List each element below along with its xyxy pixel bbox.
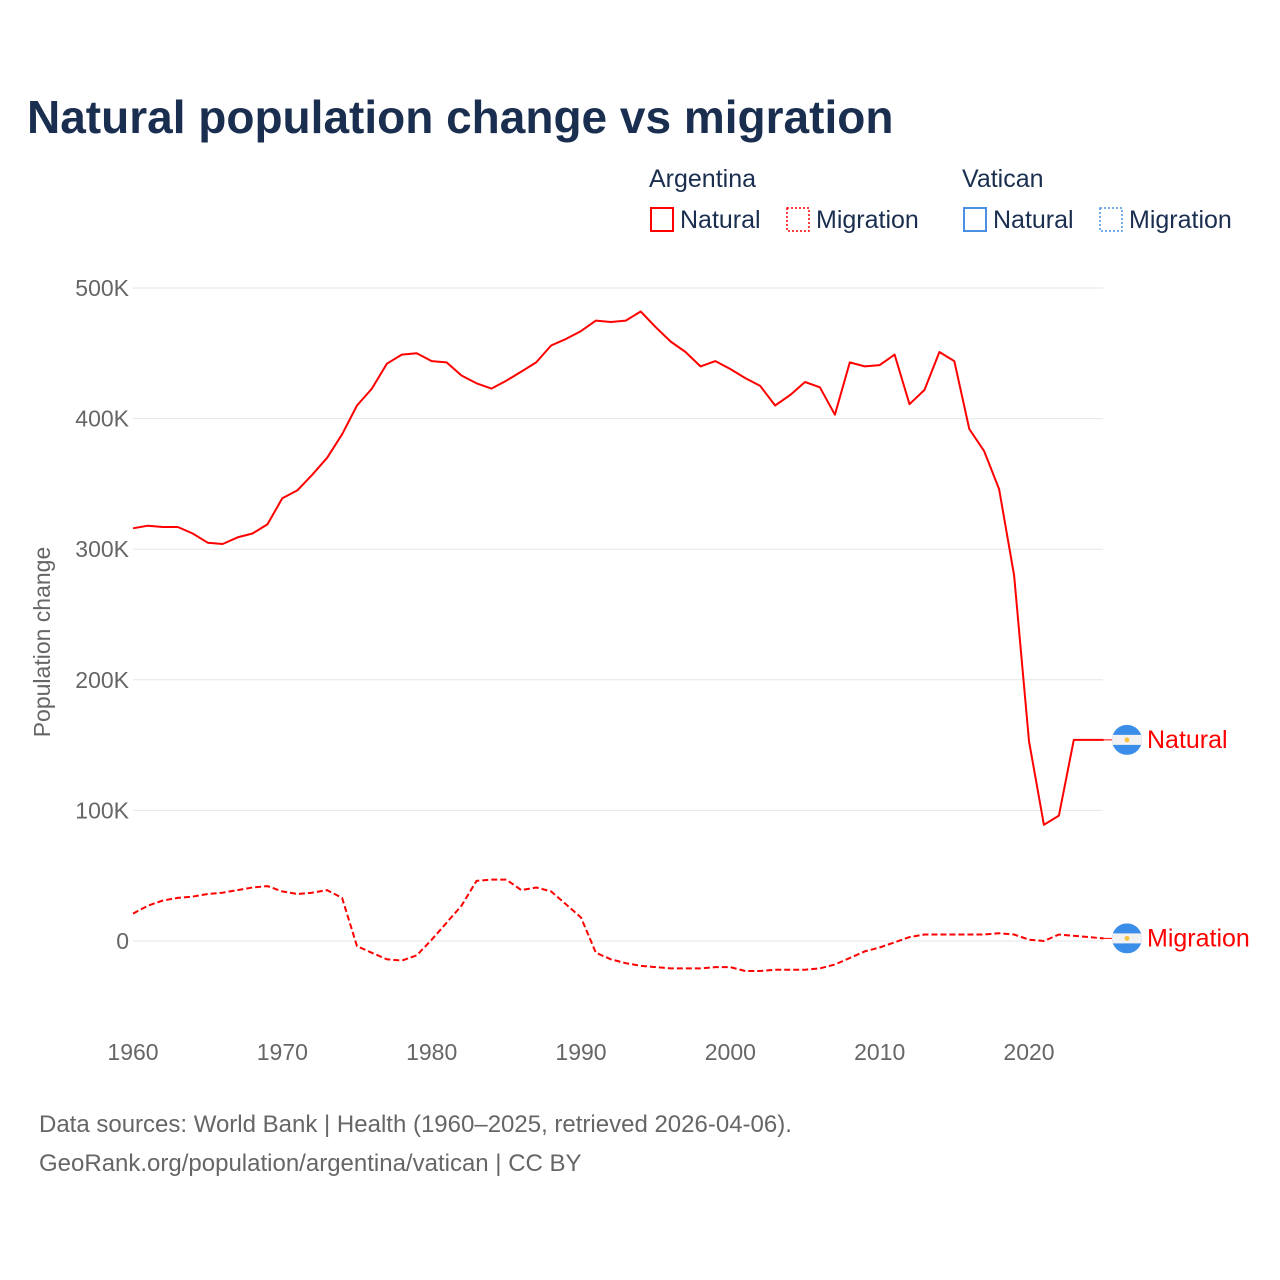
y-tick-label: 400K [75,406,129,432]
legend-swatch-vatican-natural[interactable] [963,207,987,232]
y-axis-ticks: 0 100K 200K 300K 400K 500K [75,275,129,954]
line-argentina-natural[interactable] [132,310,1104,826]
y-axis-label: Population change [29,547,55,738]
end-label-natural: Natural [1147,726,1228,754]
x-tick-label: 1970 [257,1039,308,1065]
source-line-2[interactable]: GeoRank.org/population/argentina/vatican… [39,1150,582,1177]
gridlines [133,287,1103,942]
argentina-flag-icon [1112,923,1142,954]
x-tick-label: 2020 [1003,1039,1054,1065]
legend-group-argentina: Argentina [649,165,756,193]
x-tick-label: 2000 [705,1039,756,1065]
legend-label-vatican-natural[interactable]: Natural [993,206,1074,234]
end-label-migration: Migration [1147,924,1250,952]
legend-swatch-argentina-natural[interactable] [650,207,674,232]
series-lines [132,310,1104,972]
y-tick-label: 100K [75,797,129,823]
x-tick-label: 2010 [854,1039,905,1065]
x-axis-ticks: 1960 1970 1980 1990 2000 2010 2020 [107,1039,1054,1065]
x-tick-label: 1960 [107,1039,158,1065]
y-tick-label: 0 [116,928,129,954]
legend-swatch-vatican-migration[interactable] [1099,207,1123,232]
y-tick-label: 200K [75,667,129,693]
y-tick-label: 300K [75,536,129,562]
y-tick-label: 500K [75,275,129,301]
line-argentina-migration[interactable] [132,878,1104,972]
legend: Argentina Vatican Natural Migration Natu… [649,165,1232,234]
source-line-1: Data sources: World Bank | Health (1960–… [39,1111,792,1138]
legend-label-argentina-natural[interactable]: Natural [680,206,761,234]
x-tick-label: 1990 [555,1039,606,1065]
legend-label-vatican-migration[interactable]: Migration [1129,206,1232,234]
legend-group-vatican: Vatican [962,165,1044,193]
legend-label-argentina-migration[interactable]: Migration [816,206,919,234]
legend-swatch-argentina-migration[interactable] [786,207,810,232]
argentina-flag-icon [1112,724,1142,755]
chart-title: Natural population change vs migration [27,91,893,143]
end-labels: Natural Migration [1103,724,1250,954]
x-tick-label: 1980 [406,1039,457,1065]
